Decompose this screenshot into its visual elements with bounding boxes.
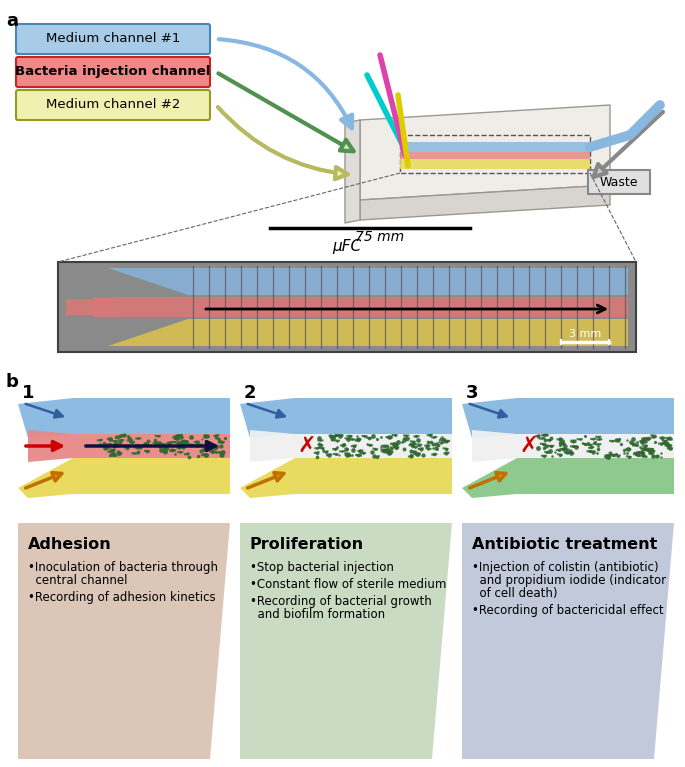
Text: of cell death): of cell death)	[472, 587, 558, 600]
Polygon shape	[462, 458, 517, 498]
Text: •Recording of adhesion kinetics: •Recording of adhesion kinetics	[28, 591, 216, 604]
Bar	[400, 152, 590, 159]
Polygon shape	[360, 185, 610, 220]
Polygon shape	[240, 523, 452, 759]
Bar	[295, 434, 452, 458]
Text: 3: 3	[466, 384, 479, 402]
Polygon shape	[28, 430, 73, 462]
Polygon shape	[66, 299, 113, 315]
Text: •Constant flow of sterile medium: •Constant flow of sterile medium	[250, 578, 447, 591]
Polygon shape	[360, 105, 610, 200]
Text: 75 mm: 75 mm	[356, 230, 405, 244]
Polygon shape	[93, 297, 628, 317]
Text: Waste: Waste	[600, 176, 638, 189]
Bar	[400, 159, 590, 169]
Text: Proliferation: Proliferation	[250, 537, 364, 552]
Text: Medium channel #1: Medium channel #1	[46, 32, 180, 45]
Bar	[295, 398, 452, 434]
Text: ✗: ✗	[298, 436, 316, 456]
Bar	[517, 458, 674, 494]
Text: Medium channel #2: Medium channel #2	[46, 98, 180, 111]
Bar	[295, 458, 452, 494]
Bar	[400, 142, 590, 152]
Polygon shape	[240, 458, 295, 498]
Bar	[73, 458, 230, 494]
Text: central channel: central channel	[28, 574, 127, 587]
Text: b: b	[6, 373, 19, 391]
Polygon shape	[18, 398, 73, 438]
Text: 3 mm: 3 mm	[569, 329, 601, 339]
Text: Antibiotic treatment: Antibiotic treatment	[472, 537, 658, 552]
Polygon shape	[462, 398, 517, 438]
FancyBboxPatch shape	[16, 57, 210, 87]
Text: •Recording of bactericidal effect: •Recording of bactericidal effect	[472, 604, 664, 617]
Bar	[73, 398, 230, 434]
Bar	[400, 135, 590, 173]
Polygon shape	[66, 268, 628, 295]
Polygon shape	[240, 398, 295, 438]
Text: Adhesion: Adhesion	[28, 537, 112, 552]
Text: and biofilm formation: and biofilm formation	[250, 608, 385, 621]
Polygon shape	[462, 523, 674, 759]
FancyBboxPatch shape	[16, 24, 210, 54]
Text: μFC: μFC	[332, 239, 362, 254]
Polygon shape	[66, 319, 628, 346]
FancyBboxPatch shape	[16, 90, 210, 120]
Text: 2: 2	[244, 384, 256, 402]
Text: •Recording of bacterial growth: •Recording of bacterial growth	[250, 595, 432, 608]
Polygon shape	[472, 430, 517, 462]
Polygon shape	[18, 458, 73, 498]
Bar	[588, 170, 650, 194]
Text: •Stop bacterial injection: •Stop bacterial injection	[250, 561, 394, 574]
Text: and propidium iodide (indicator: and propidium iodide (indicator	[472, 574, 666, 587]
Polygon shape	[18, 523, 230, 759]
Text: •Injection of colistin (antibiotic): •Injection of colistin (antibiotic)	[472, 561, 658, 574]
Bar	[517, 434, 674, 458]
Text: 1: 1	[22, 384, 34, 402]
Polygon shape	[250, 430, 295, 462]
Bar	[58, 262, 636, 352]
Text: •Inoculation of bacteria through: •Inoculation of bacteria through	[28, 561, 218, 574]
Polygon shape	[345, 120, 360, 223]
Text: Bacteria injection channel: Bacteria injection channel	[15, 65, 211, 78]
Text: a: a	[6, 12, 18, 30]
Text: ✗: ✗	[520, 436, 538, 456]
Bar	[73, 434, 230, 458]
Bar	[517, 398, 674, 434]
